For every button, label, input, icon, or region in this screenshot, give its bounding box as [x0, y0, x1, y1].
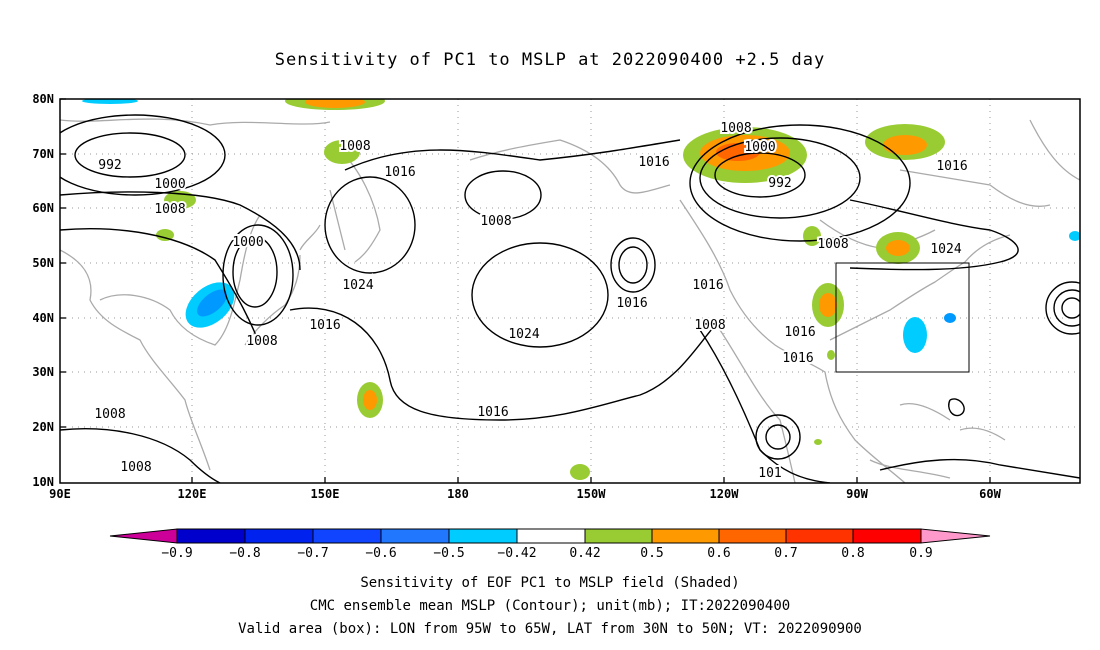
lat-label-10n: 10N [32, 475, 54, 489]
isobars [60, 114, 1080, 483]
contour-label: 1008 [720, 121, 751, 136]
lon-label-120w: 120W [709, 487, 739, 501]
contour-label: 1016 [936, 159, 967, 174]
coast-hudson [819, 169, 1051, 249]
grid-lines [60, 99, 1080, 483]
coast-caribbean [869, 403, 1006, 479]
contour-label: 1016 [692, 278, 723, 293]
contour-labels: 992 1000 1008 1008 1016 1000 1024 1008 1… [92, 119, 969, 483]
lon-label-150e: 150E [310, 487, 340, 501]
contour-label: 992 [768, 176, 791, 191]
lon-label-60w: 60W [979, 487, 1001, 501]
lat-label-80n: 80N [32, 92, 54, 106]
colorbar-cell [312, 528, 382, 544]
contour-label: 1008 [120, 460, 151, 475]
colorbar-label: −0.6 [365, 546, 397, 561]
caption-line-3: Valid area (box): LON from 95W to 65W, L… [238, 621, 862, 637]
caption-line-1: Sensitivity of EOF PC1 to MSLP field (Sh… [360, 575, 740, 591]
coastlines [60, 118, 1080, 483]
colorbar-label: 0.42 [569, 546, 601, 561]
colorbar-cell [785, 528, 854, 544]
coast-kamchatka [329, 149, 381, 263]
lon-label-90e: 90E [49, 487, 71, 501]
colorbar-label: 0.5 [640, 546, 664, 561]
chart-title: Sensitivity of PC1 to MSLP at 2022090400… [274, 50, 826, 70]
contour-label: 1008 [154, 202, 185, 217]
lat-label-50n: 50N [32, 256, 54, 270]
caption-line-2: CMC ensemble mean MSLP (Contour); unit(m… [309, 598, 791, 614]
lon-label-150w: 150W [576, 487, 606, 501]
map-frame [59, 98, 1081, 484]
colorbar-cell [176, 528, 246, 544]
lat-label-60n: 60N [32, 201, 54, 215]
colorbar-cell [380, 528, 450, 544]
contour-label: 1000 [744, 140, 775, 155]
contour-label: 1016 [384, 165, 415, 180]
map-ticks [60, 98, 991, 483]
lon-label-120e: 120E [177, 487, 207, 501]
colorbar-right-triangle [920, 528, 991, 544]
lat-label-30n: 30N [32, 365, 54, 379]
colorbar-label: 0.8 [841, 546, 865, 561]
contour-label: 101 [758, 466, 781, 481]
contour-label: 1008 [480, 214, 511, 229]
colorbar-cell [516, 528, 586, 544]
colorbar-cell [584, 528, 653, 544]
colorbar-left-triangle [109, 528, 178, 544]
contour-label: 1016 [616, 296, 647, 311]
colorbar-label: −0.42 [497, 546, 537, 561]
coast-north-america [679, 199, 906, 483]
colorbar-label: −0.8 [229, 546, 261, 561]
lat-label-20n: 20N [32, 420, 54, 434]
colorbar-cell [651, 528, 720, 544]
coast-asia [60, 118, 331, 471]
contour-label: 1008 [246, 334, 277, 349]
colorbar-cell [448, 528, 518, 544]
lat-label-40n: 40N [32, 311, 54, 325]
valid-area-box [835, 262, 970, 373]
colorbar-cell [718, 528, 787, 544]
colorbar-label: 0.9 [909, 546, 933, 561]
contour-label: 1016 [638, 155, 669, 170]
colorbar-label: −0.5 [433, 546, 465, 561]
lon-label-180: 180 [447, 487, 469, 501]
contour-label: 1024 [342, 278, 373, 293]
sensitivity-shading [82, 99, 1080, 480]
contour-label: 1024 [508, 327, 539, 342]
contour-label: 1016 [784, 325, 815, 340]
contour-label: 1024 [930, 242, 961, 257]
contour-label: 1008 [694, 318, 725, 333]
coast-us-east [829, 234, 1011, 341]
colorbar-label: −0.7 [297, 546, 329, 561]
contour-label: 1008 [94, 407, 125, 422]
contour-label: 1016 [782, 351, 813, 366]
coast-greenland [1029, 119, 1080, 181]
lon-label-90w: 90W [846, 487, 868, 501]
lat-label-70n: 70N [32, 147, 54, 161]
colorbar-label: −0.9 [161, 546, 193, 561]
colorbar-cell [852, 528, 922, 544]
colorbar-cell [244, 528, 314, 544]
colorbar-label: 0.6 [707, 546, 731, 561]
contour-label: 1000 [232, 235, 263, 250]
contour-label: 1000 [154, 177, 185, 192]
contour-label: 1008 [817, 237, 848, 252]
colorbar-label: 0.7 [774, 546, 798, 561]
contour-label: 1016 [309, 318, 340, 333]
colorbar [109, 528, 991, 544]
contour-label: 1008 [339, 139, 370, 154]
contour-label: 992 [98, 158, 121, 173]
contour-label: 1016 [477, 405, 508, 420]
